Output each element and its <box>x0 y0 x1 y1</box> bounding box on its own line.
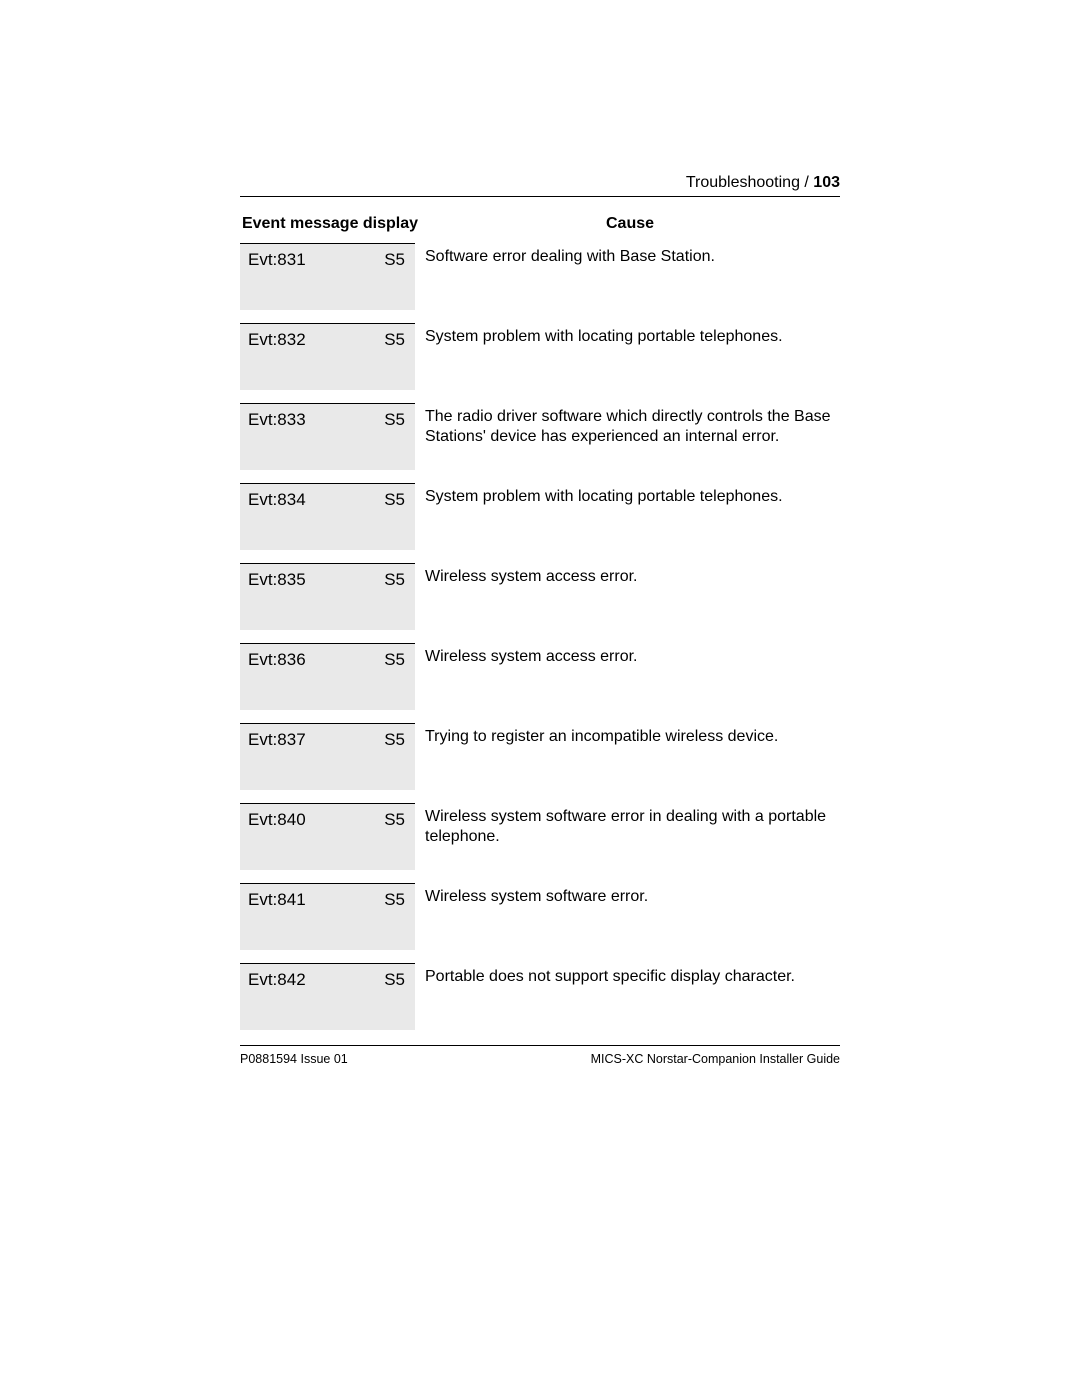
event-severity: S5 <box>384 330 407 350</box>
table-row: Evt:840 S5 Wireless system software error … <box>240 803 840 875</box>
event-severity: S5 <box>384 810 407 830</box>
cause-cell: Wireless system software error. <box>415 883 840 907</box>
event-table: Event message display Cause Evt:831 S5 Sof… <box>240 215 840 1035</box>
footer-rule <box>240 1045 840 1046</box>
cause-cell: Trying to register an incompatible wirel… <box>415 723 840 747</box>
event-code: Evt:842 <box>248 970 306 990</box>
column-header-event: Event message display <box>240 215 420 233</box>
column-header-cause: Cause <box>420 215 840 233</box>
event-code: Evt:837 <box>248 730 306 750</box>
page-number: 103 <box>813 174 840 191</box>
footer-right: MICS-XC Norstar-Companion Installer Guid… <box>591 1052 840 1066</box>
page-footer: P0881594 Issue 01 MICS-XC Norstar-Compan… <box>240 1045 840 1066</box>
header-section: Troubleshooting / <box>686 174 813 191</box>
event-cell: Evt:832 S5 <box>240 323 415 390</box>
table-row: Evt:831 S5 Software error dealing with Bas… <box>240 243 840 315</box>
running-header: Troubleshooting / 103 <box>240 174 840 196</box>
footer-left: P0881594 Issue 01 <box>240 1052 348 1066</box>
cause-cell: Portable does not support specific displ… <box>415 963 840 987</box>
table-row: Evt:842 S5 Portable does not support speci… <box>240 963 840 1035</box>
cause-cell: Wireless system software error in dealin… <box>415 803 840 847</box>
event-cell: Evt:834 S5 <box>240 483 415 550</box>
event-cell: Evt:831 S5 <box>240 243 415 310</box>
event-cell: Evt:836 S5 <box>240 643 415 710</box>
event-code: Evt:840 <box>248 810 306 830</box>
page-content: Troubleshooting / 103 Event message disp… <box>240 174 840 1043</box>
header-rule <box>240 196 840 197</box>
event-code: Evt:834 <box>248 490 306 510</box>
event-severity: S5 <box>384 970 407 990</box>
event-cell: Evt:841 S5 <box>240 883 415 950</box>
event-severity: S5 <box>384 410 407 430</box>
table-body: Evt:831 S5 Software error dealing with Bas… <box>240 243 840 1035</box>
event-code: Evt:833 <box>248 410 306 430</box>
table-row: Evt:835 S5 Wireless system access error. <box>240 563 840 635</box>
table-row: Evt:834 S5 System problem with locating po… <box>240 483 840 555</box>
cause-cell: Software error dealing with Base Station… <box>415 243 840 267</box>
event-code: Evt:831 <box>248 250 306 270</box>
table-row: Evt:836 S5 Wireless system access error. <box>240 643 840 715</box>
event-severity: S5 <box>384 730 407 750</box>
table-row: Evt:841 S5 Wireless system software error. <box>240 883 840 955</box>
event-code: Evt:832 <box>248 330 306 350</box>
cause-cell: The radio driver software which directly… <box>415 403 840 447</box>
event-severity: S5 <box>384 650 407 670</box>
event-severity: S5 <box>384 890 407 910</box>
event-severity: S5 <box>384 490 407 510</box>
table-row: Evt:832 S5 System problem with locating po… <box>240 323 840 395</box>
event-severity: S5 <box>384 570 407 590</box>
table-row: Evt:837 S5 Trying to register an incompati… <box>240 723 840 795</box>
event-cell: Evt:837 S5 <box>240 723 415 790</box>
table-header: Event message display Cause <box>240 215 840 243</box>
event-cell: Evt:840 S5 <box>240 803 415 870</box>
cause-cell: Wireless system access error. <box>415 643 840 667</box>
cause-cell: System problem with locating portable te… <box>415 483 840 507</box>
event-cell: Evt:835 S5 <box>240 563 415 630</box>
event-code: Evt:836 <box>248 650 306 670</box>
footer-line: P0881594 Issue 01 MICS-XC Norstar-Compan… <box>240 1052 840 1066</box>
event-cell: Evt:833 S5 <box>240 403 415 470</box>
event-cell: Evt:842 S5 <box>240 963 415 1030</box>
cause-cell: System problem with locating portable te… <box>415 323 840 347</box>
event-severity: S5 <box>384 250 407 270</box>
event-code: Evt:835 <box>248 570 306 590</box>
event-code: Evt:841 <box>248 890 306 910</box>
table-row: Evt:833 S5 The radio driver software which… <box>240 403 840 475</box>
cause-cell: Wireless system access error. <box>415 563 840 587</box>
